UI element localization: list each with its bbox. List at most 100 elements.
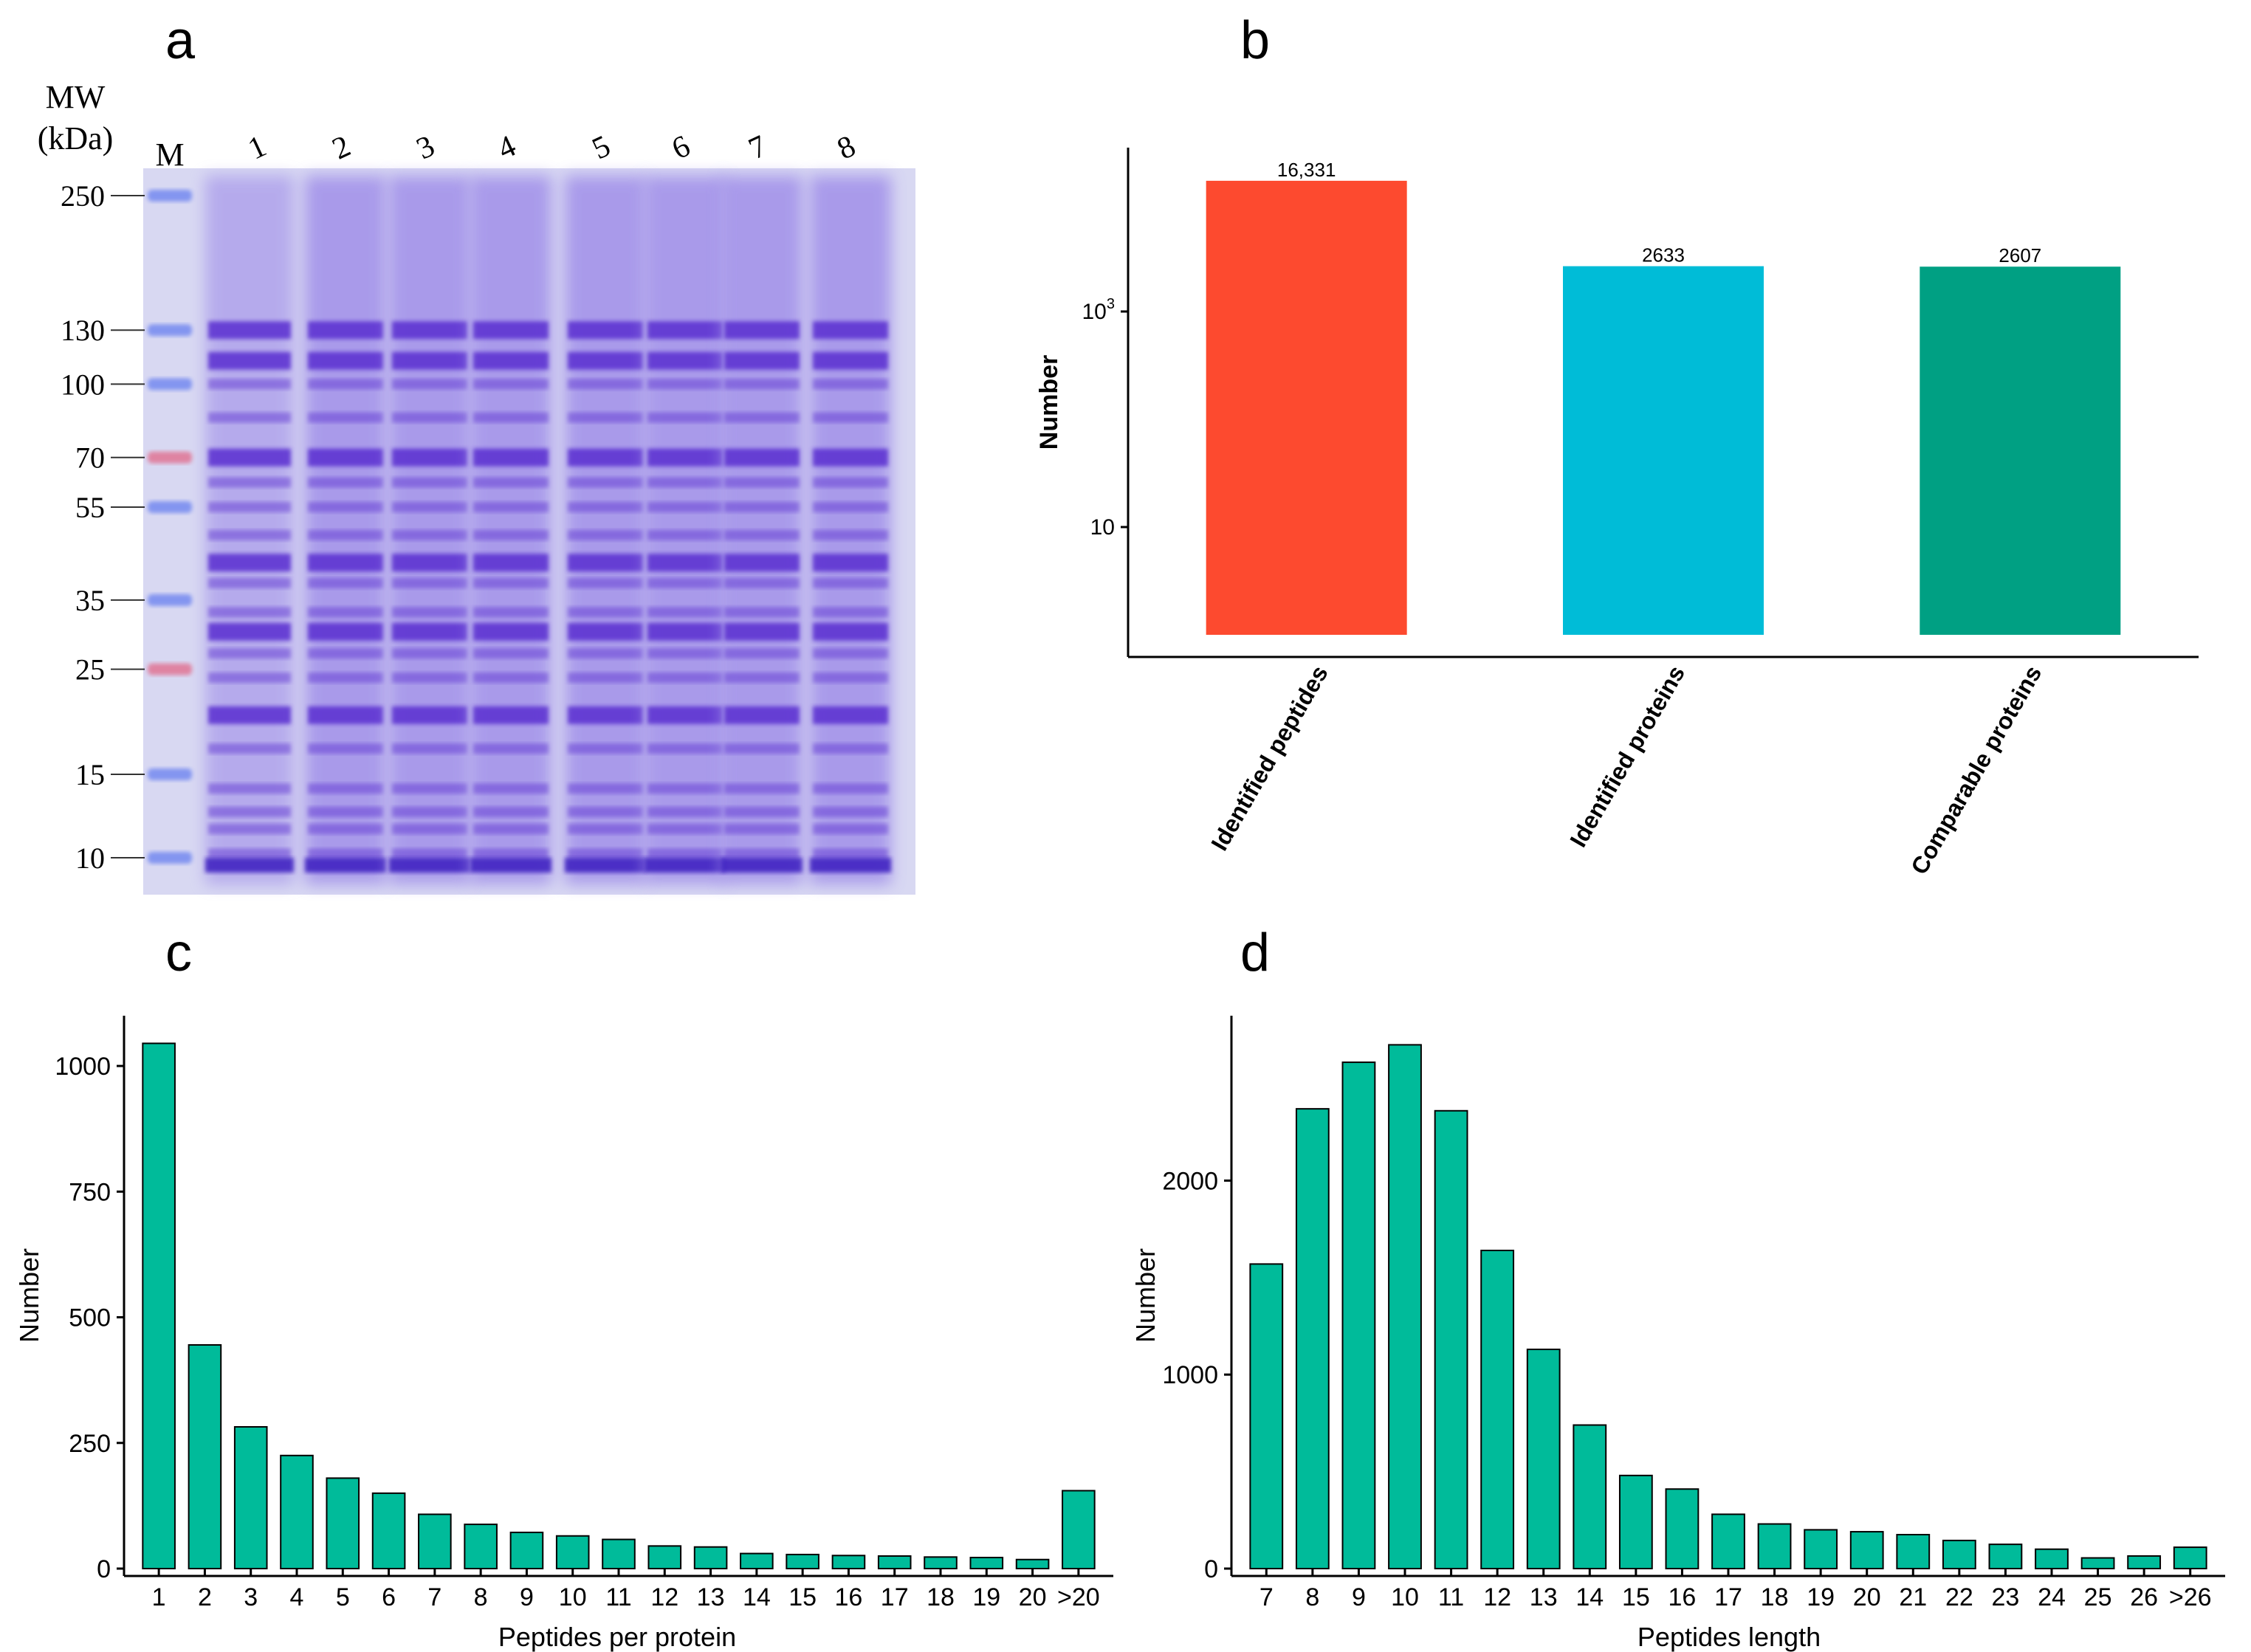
chart-b-category-label: Comparable proteins	[1905, 661, 2046, 879]
chart-d-x-tick-label: 16	[1669, 1583, 1697, 1611]
chart-c-bar	[418, 1513, 452, 1570]
chart-c-bar	[555, 1535, 590, 1570]
chart-d-x-label: Peptides length	[1637, 1622, 1821, 1652]
gel-lane	[305, 176, 386, 884]
chart-d-x-tick-label: 15	[1622, 1583, 1650, 1611]
chart-c-y-tick-label: 250	[69, 1430, 111, 1458]
chart-d-bar	[2173, 1546, 2207, 1570]
chart-d-bar	[1942, 1539, 1976, 1570]
chart-c-bar	[602, 1538, 636, 1570]
chart-c-bar	[142, 1042, 176, 1569]
chart-b-bar	[1206, 180, 1407, 635]
chart-c-peptides-per-protein: Number Peptides per protein 0 250 500 750 10…	[14, 1016, 1113, 1652]
chart-d-bar	[1849, 1531, 1884, 1569]
chart-d-x-tick-label: 21	[1899, 1583, 1927, 1611]
chart-b-y-tick-label: 10	[1090, 515, 1115, 540]
chart-c-y-tick-label: 500	[69, 1304, 111, 1332]
gel-mw-tick-label: 55	[75, 491, 105, 524]
chart-b-value-label: 2607	[1999, 244, 2041, 266]
chart-d-peptide-length: Number Peptides length 0 1000 2000 7 8 9 10 11…	[1130, 1016, 2225, 1652]
chart-d-x-tick-label: 26	[2130, 1583, 2158, 1611]
chart-c-x-tick-label: 9	[520, 1583, 534, 1611]
chart-c-bar	[326, 1477, 360, 1570]
chart-b-y-label: Number	[1035, 355, 1063, 450]
gel-lane-label: 8	[832, 129, 860, 167]
chart-c-x-tick-label: 11	[605, 1583, 631, 1611]
chart-d-x-tick-label: 18	[1761, 1583, 1789, 1611]
chart-d-x-tick-label: 10	[1391, 1583, 1419, 1611]
chart-c-bar	[924, 1556, 958, 1570]
chart-c-bar	[877, 1555, 912, 1570]
gel-lane	[470, 176, 551, 884]
chart-c-bar	[371, 1492, 406, 1570]
gel-lane	[721, 176, 803, 884]
chart-c-x-tick-label: 15	[788, 1583, 817, 1611]
chart-c-y-label: Number	[14, 1248, 44, 1343]
chart-c-x-tick-label: >20	[1057, 1583, 1100, 1611]
chart-c-x-tick-label: 18	[927, 1583, 955, 1611]
gel-image-panel: MW (kDa) M 1 2 3 4 5 6 7 8 250 130 100 70 55 35 25 15 1…	[38, 79, 915, 895]
gel-mw-tick-label: 10	[75, 842, 105, 875]
gel-marker-lane-label: M	[155, 137, 184, 173]
chart-c-x-tick-label: 5	[336, 1583, 350, 1611]
chart-c-x-tick-label: 8	[474, 1583, 488, 1611]
chart-c-bar	[740, 1552, 774, 1570]
chart-c-bar	[280, 1454, 314, 1569]
chart-c-bar	[509, 1531, 544, 1570]
gel-mw-tick-label: 100	[61, 368, 105, 401]
chart-c-x-tick-label: 16	[835, 1583, 863, 1611]
gel-lane-label: 3	[411, 129, 439, 167]
chart-b-value-label: 16,331	[1277, 159, 1336, 181]
chart-b-value-label: 2633	[1642, 244, 1685, 266]
chart-d-x-tick-label: 23	[1992, 1583, 2020, 1611]
gel-mw-label: MW	[46, 79, 106, 115]
gel-lane-label: 6	[667, 129, 695, 167]
chart-b-category-label: Identified proteins	[1564, 661, 1690, 852]
chart-d-x-tick-label: 8	[1305, 1583, 1319, 1611]
chart-d-x-tick-label: 17	[1714, 1583, 1742, 1611]
chart-d-x-tick-label: 20	[1853, 1583, 1881, 1611]
chart-c-y-tick-label: 1000	[55, 1053, 111, 1081]
chart-c-x-tick-label: 12	[650, 1583, 678, 1611]
chart-c-x-label: Peptides per protein	[498, 1622, 736, 1652]
gel-marker-band	[148, 768, 192, 781]
gel-lane-label: 2	[327, 129, 355, 167]
chart-c-bar	[969, 1557, 1004, 1570]
chart-b-category-label: Identified peptides	[1206, 661, 1333, 855]
chart-d-y-tick-label: 0	[1204, 1555, 1218, 1583]
chart-d-bar	[1573, 1424, 1607, 1570]
chart-c-x-tick-label: 3	[244, 1583, 258, 1611]
chart-d-bar	[1988, 1543, 2023, 1570]
chart-d-bar	[2035, 1548, 2069, 1569]
chart-c-bar	[188, 1343, 222, 1570]
gel-lane	[810, 176, 891, 884]
chart-d-x-tick-label: >26	[2169, 1583, 2212, 1611]
chart-d-bar	[1249, 1263, 1284, 1569]
chart-d-x-tick-label: 7	[1259, 1583, 1274, 1611]
chart-d-bar	[1526, 1349, 1561, 1569]
chart-b-identification-counts: Number 10 103 16,331 2633 2607 Identified p…	[1035, 148, 2199, 879]
chart-d-x-tick-label: 11	[1438, 1583, 1464, 1611]
gel-marker-band	[148, 378, 192, 390]
chart-b-bar	[1920, 266, 2121, 635]
gel-marker-band	[148, 663, 192, 675]
chart-d-y-label: Number	[1130, 1248, 1161, 1343]
chart-c-x-tick-label: 19	[972, 1583, 1000, 1611]
gel-mw-tick-label: 130	[61, 314, 105, 347]
chart-d-bar	[1665, 1488, 1700, 1570]
chart-d-y-tick-label: 1000	[1162, 1361, 1218, 1389]
chart-c-bar	[464, 1524, 498, 1570]
chart-d-bar	[1434, 1109, 1468, 1569]
chart-d-bar	[1711, 1513, 1745, 1570]
gel-unit-label: (kDa)	[38, 120, 114, 156]
gel-lane	[565, 176, 646, 884]
chart-c-y-tick-label: 750	[69, 1178, 111, 1206]
chart-b-y-tick-label: 103	[1082, 296, 1116, 324]
chart-d-x-tick-label: 25	[2084, 1583, 2112, 1611]
chart-d-x-tick-label: 19	[1807, 1583, 1835, 1611]
chart-c-bar	[233, 1425, 268, 1569]
chart-d-bar	[1341, 1061, 1376, 1570]
panel-letter-a: a	[165, 11, 196, 70]
chart-c-bar	[1062, 1490, 1096, 1570]
chart-c-bar	[786, 1553, 819, 1570]
